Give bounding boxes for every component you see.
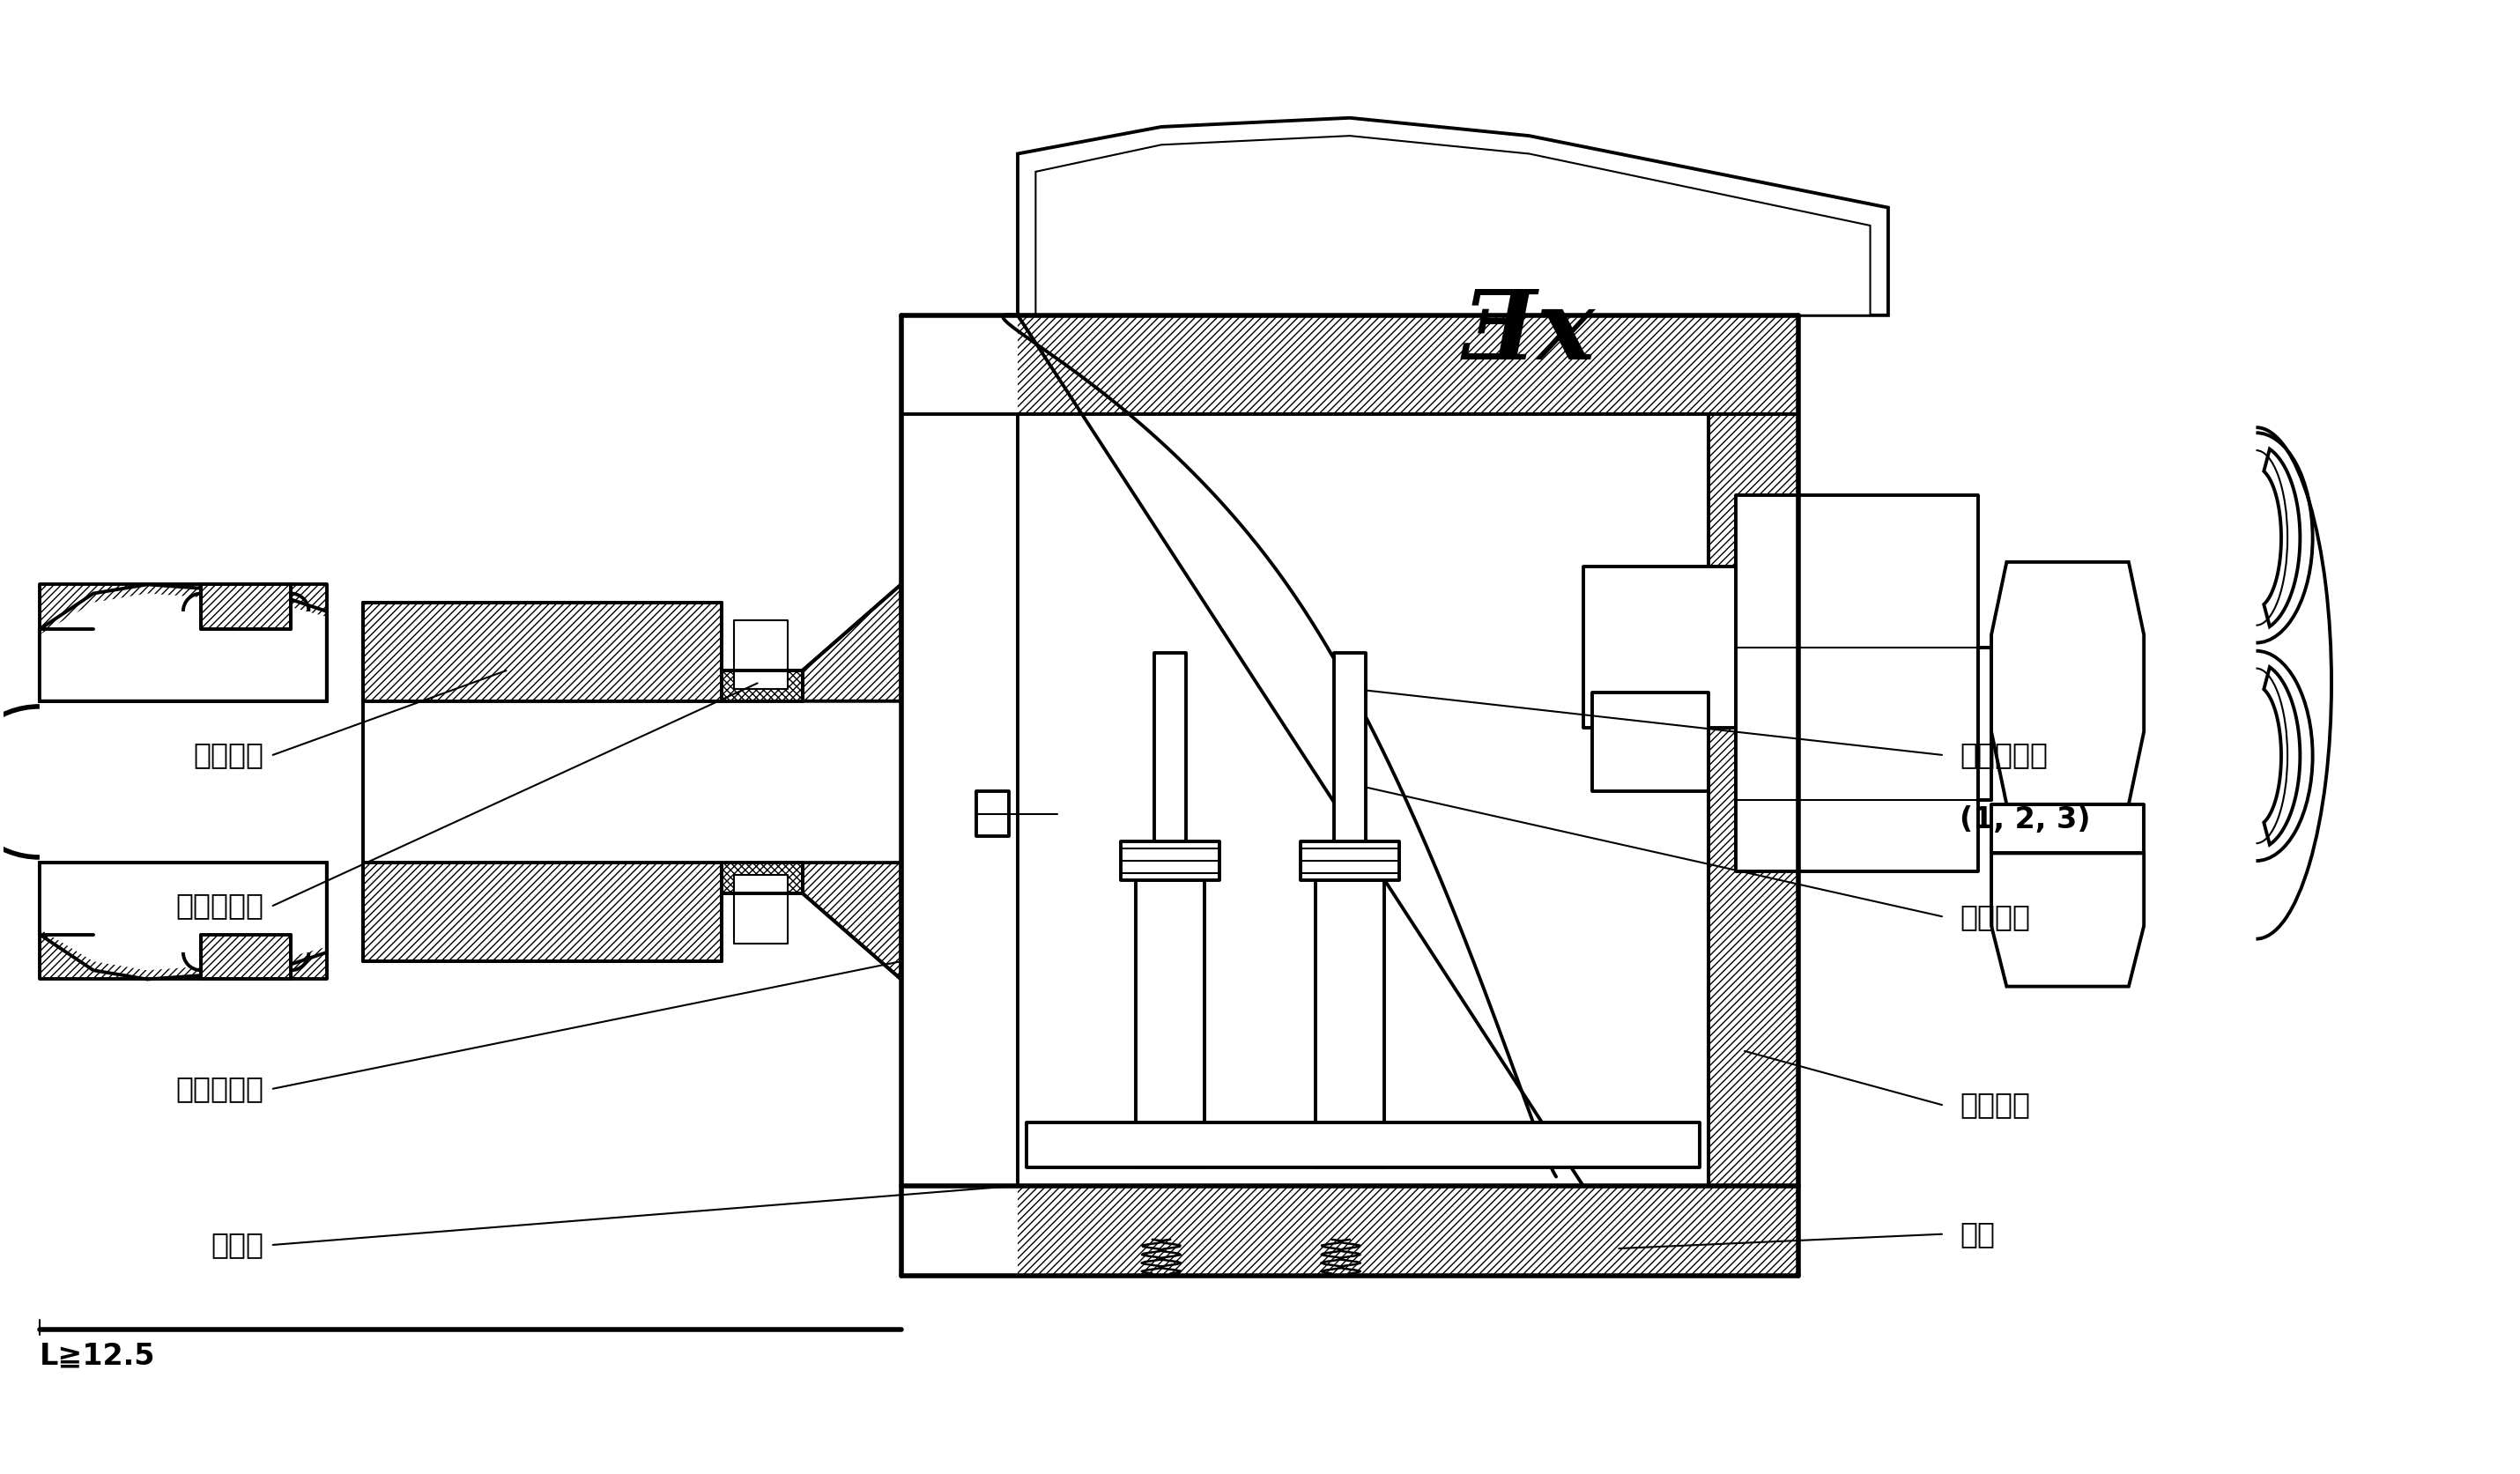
Polygon shape: [2263, 450, 2301, 626]
Bar: [1137, 880, 1205, 1167]
Bar: [721, 862, 801, 893]
Bar: [902, 315, 1799, 414]
Bar: [1018, 414, 1709, 1185]
Bar: [1593, 693, 1709, 792]
Polygon shape: [40, 585, 328, 702]
Bar: [1333, 653, 1366, 842]
Bar: [1583, 566, 1736, 728]
Bar: [1300, 842, 1399, 880]
Bar: [1018, 414, 1709, 1185]
Text: 橡胶密封圈: 橡胶密封圈: [176, 892, 265, 920]
Text: (1, 2, 3): (1, 2, 3): [1961, 805, 2092, 834]
Polygon shape: [1991, 562, 2145, 805]
Polygon shape: [1018, 118, 1887, 315]
Bar: [902, 315, 1018, 1275]
Text: L≧12.5: L≧12.5: [40, 1341, 156, 1371]
Polygon shape: [40, 862, 328, 970]
Text: 隔爆面: 隔爆面: [212, 1231, 265, 1259]
Polygon shape: [801, 585, 902, 702]
Bar: [733, 621, 789, 688]
Polygon shape: [902, 315, 1583, 1275]
Bar: [721, 671, 801, 702]
Text: 防爆接线盒: 防爆接线盒: [176, 1075, 265, 1103]
Text: 内部接线柱: 内部接线柱: [1961, 740, 2049, 769]
Bar: [1315, 880, 1383, 1167]
Bar: [363, 603, 721, 702]
Bar: [1026, 1123, 1698, 1167]
Bar: [363, 702, 721, 862]
Bar: [1154, 653, 1187, 842]
Bar: [363, 862, 721, 961]
Text: 压紧螺母: 压紧螺母: [194, 740, 265, 769]
Polygon shape: [801, 862, 902, 979]
Text: 绝缘套管: 绝缘套管: [1961, 902, 2031, 932]
Bar: [40, 862, 328, 979]
Polygon shape: [2263, 668, 2301, 845]
Bar: [40, 585, 328, 702]
Bar: [733, 876, 789, 943]
Bar: [202, 935, 290, 979]
Bar: [975, 792, 1008, 836]
Polygon shape: [1991, 853, 2145, 986]
Bar: [1121, 842, 1220, 880]
Polygon shape: [40, 594, 328, 702]
Bar: [202, 585, 290, 629]
Text: Ǝx: Ǝx: [1462, 286, 1595, 380]
Polygon shape: [1036, 136, 1870, 315]
Bar: [902, 1185, 1799, 1275]
Bar: [1978, 647, 1991, 800]
Bar: [1709, 315, 1799, 1275]
Bar: [1991, 805, 2145, 853]
Text: 铭牌: 铭牌: [1961, 1219, 1996, 1248]
Text: 防爆外壳: 防爆外壳: [1961, 1091, 2031, 1119]
Bar: [1736, 495, 1978, 871]
